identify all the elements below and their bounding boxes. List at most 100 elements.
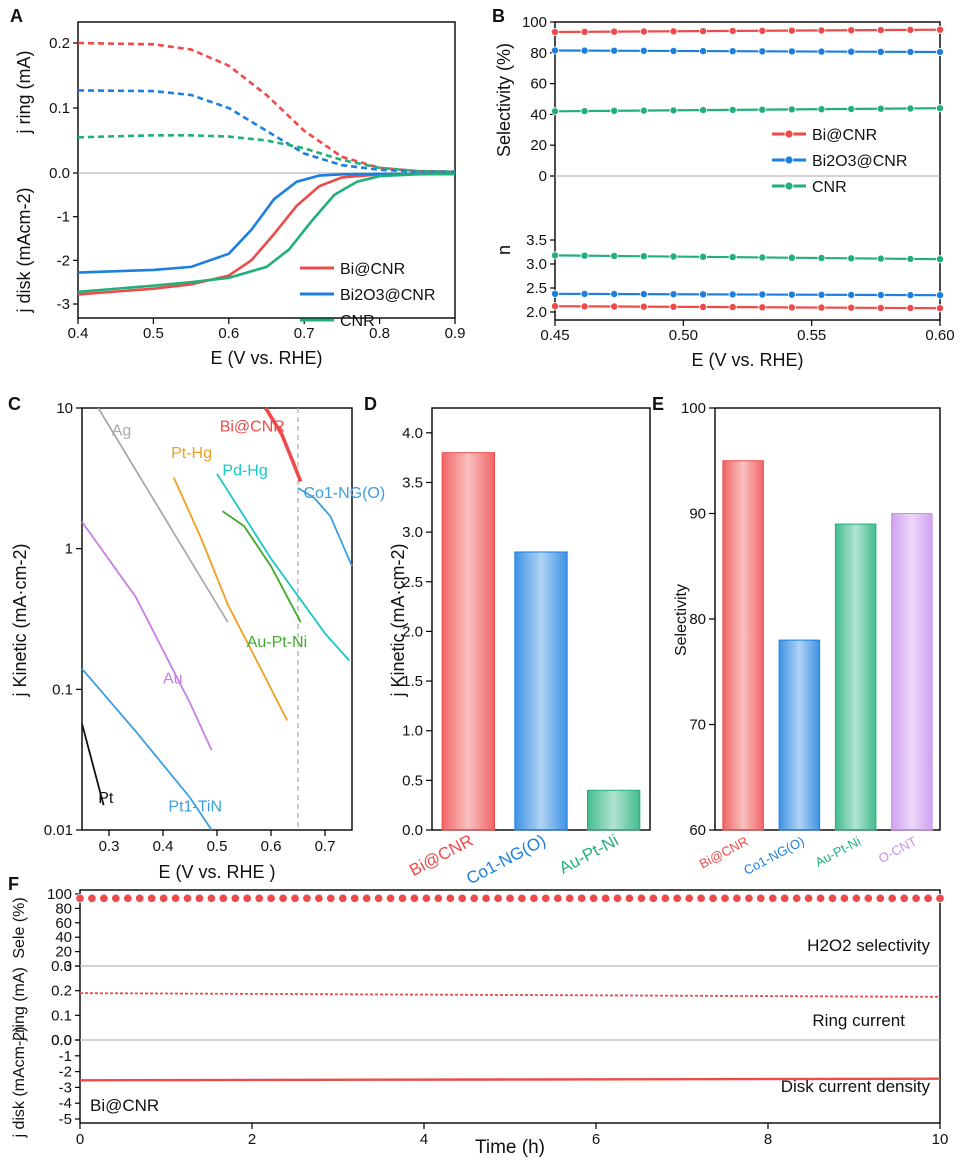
panel-a-ytop-ticklabel-2: 0.2	[49, 35, 70, 52]
panel-c-xticklabel-1: 0.4	[153, 838, 174, 855]
panel-b-sel-0-marker-12	[906, 25, 915, 34]
panel-d-category-1: Co1-NG(O)	[463, 831, 549, 889]
panel-b-n-2-marker-8	[787, 253, 796, 262]
panel-f-sele-marker-69	[899, 893, 909, 903]
panel-d-yticklabel-1: 0.5	[402, 772, 423, 789]
panel-f-sele-marker-57	[756, 893, 766, 903]
panel-d-yticklabel-5: 2.5	[402, 574, 423, 591]
panel-c-xticklabel-4: 0.7	[315, 838, 336, 855]
panel-f-sele-marker-49	[660, 893, 670, 903]
panel-f-sele-marker-7	[159, 893, 169, 903]
panel-b-ybot-ticklabel-0: 2.0	[526, 304, 547, 321]
panel-a-ytop-ticklabel-0: 0.0	[49, 165, 70, 182]
panel-f-sele-marker-68	[887, 893, 897, 903]
panel-b-n-2-marker-12	[906, 254, 915, 263]
panel-b-ylabel-bottom: n	[494, 245, 514, 255]
panel-f-sele-marker-54	[720, 893, 730, 903]
panel-b-n-2-marker-9	[817, 253, 826, 262]
panel-f-sele-marker-17	[278, 893, 288, 903]
panel-a-ring-line-0	[77, 41, 456, 173]
panel-a-ybot-ticklabel-1: -2	[57, 252, 70, 269]
panel-f-sele-marker-32	[457, 893, 467, 903]
panel-f-sele-marker-14	[242, 893, 252, 903]
panel-c-line-1	[97, 407, 229, 623]
panel-f-sele-marker-1	[87, 893, 97, 903]
panel-f-sele-marker-71	[923, 893, 933, 903]
panel-f-ring-annotation: Ring current	[812, 1011, 905, 1030]
panel-c-line-0	[264, 407, 303, 483]
panel-b-n-line-0	[554, 305, 941, 310]
panel-f-sele-marker-16	[266, 893, 276, 903]
panel-b-ytop-ticklabel-0: 0	[539, 168, 547, 185]
panel-b-legend-marker-1	[784, 155, 794, 165]
panel-b-n-2-marker-0	[551, 251, 560, 260]
panel-b-frame	[554, 21, 941, 321]
panel-f-disk-ylabel: j disk (mAcm-2)	[11, 1026, 28, 1138]
panel-b-sel-0-marker-8	[787, 26, 796, 35]
panel-b-sel-2-marker-9	[817, 105, 826, 114]
panel-f-sele-ticklabel-3: 60	[55, 915, 72, 932]
panel-f-sele-marker-23	[350, 893, 360, 903]
panel-a-label: A	[10, 6, 23, 26]
panel-f-sele-marker-33	[469, 893, 479, 903]
panel-f-xticklabel-3: 6	[592, 1131, 600, 1148]
panel-b-sel-1-marker-3	[639, 46, 648, 55]
panel-c-line-7	[81, 668, 213, 831]
panel-b-sel-2-marker-3	[639, 106, 648, 115]
panel-b-ybot-ticklabel-2: 3.0	[526, 256, 547, 273]
panel-e-bar-0	[722, 460, 764, 831]
panel-b-sel-2-marker-8	[787, 105, 796, 114]
panel-f-sele-marker-11	[206, 893, 216, 903]
panel-f-sele-marker-2	[99, 893, 109, 903]
panel-b-sel-2-marker-11	[876, 104, 885, 113]
panel-e-ylabel: Selectivity	[673, 584, 690, 656]
panel-a-disk-line-2	[77, 172, 456, 294]
panel-d-yticklabel-8: 4.0	[402, 425, 423, 442]
panel-c-label: C	[8, 394, 21, 414]
panel-f-sele-marker-25	[374, 893, 384, 903]
panel-b-ytop-ticklabel-3: 60	[530, 76, 547, 93]
panel-f-sele-marker-4	[123, 893, 133, 903]
panel-e-category-1: Co1-NG(O)	[741, 833, 807, 877]
panel-f-sele-marker-30	[433, 893, 443, 903]
panel-c-line-3	[216, 473, 350, 662]
panel-f-sele-marker-61	[804, 893, 814, 903]
panel-d-bar-2	[587, 789, 641, 831]
panel-e-bar-3	[891, 513, 933, 831]
panel-b-n-0-marker-1	[580, 302, 589, 311]
panel-f-sele-marker-44	[601, 893, 611, 903]
panel-f-sele-marker-3	[111, 893, 121, 903]
panel-b-n-0-marker-11	[876, 303, 885, 312]
panel-f-sele-marker-55	[732, 893, 742, 903]
panel-b-ylabel-top: Selectivity (%)	[494, 43, 514, 157]
panel-b-sel-2-marker-4	[669, 106, 678, 115]
panel-b-sel-2-marker-0	[551, 107, 560, 116]
panel-f-ring-ticklabel-2: 0.2	[51, 983, 72, 1000]
panel-b-n-1-marker-11	[876, 290, 885, 299]
panel-e-yticklabel-1: 70	[689, 717, 706, 734]
panel-d-ylabel: j Kinetic (mA·cm-2)	[388, 543, 408, 697]
panel-b-sel-1-marker-10	[847, 47, 856, 56]
panel-f-sele-marker-21	[326, 893, 336, 903]
panel-a-frame	[77, 21, 456, 319]
panel-b-n-0-marker-7	[758, 303, 767, 312]
panel-b-x-ticklabel-2: 0.55	[797, 327, 826, 344]
panel-b-ytop-ticklabel-2: 40	[530, 106, 547, 123]
panel-b-sel-0-marker-5	[699, 27, 708, 36]
panel-f-ring-line	[79, 992, 941, 998]
panel-b-sel-1-marker-0	[551, 46, 560, 55]
panel-f-sele-marker-19	[302, 893, 312, 903]
panel-f-disk-ticklabel-5: -5	[59, 1111, 72, 1128]
panel-b-n-1-marker-9	[817, 290, 826, 299]
panel-b-n-0-marker-6	[728, 303, 737, 312]
panel-f-disk-ticklabel-0: 0.0	[51, 1032, 72, 1049]
panel-b-sel-0-marker-1	[580, 27, 589, 36]
panel-b-legend-label-2: CNR	[812, 179, 847, 196]
panel-f-sele-marker-12	[218, 893, 228, 903]
panel-f-sele-marker-10	[194, 893, 204, 903]
panel-b-n-0-marker-12	[906, 303, 915, 312]
panel-b-sel-1-marker-9	[817, 47, 826, 56]
panel-f-ring-ticklabel-1: 0.1	[51, 1007, 72, 1024]
panel-f-sele-marker-22	[338, 893, 348, 903]
panel-b-sel-1-marker-11	[876, 47, 885, 56]
